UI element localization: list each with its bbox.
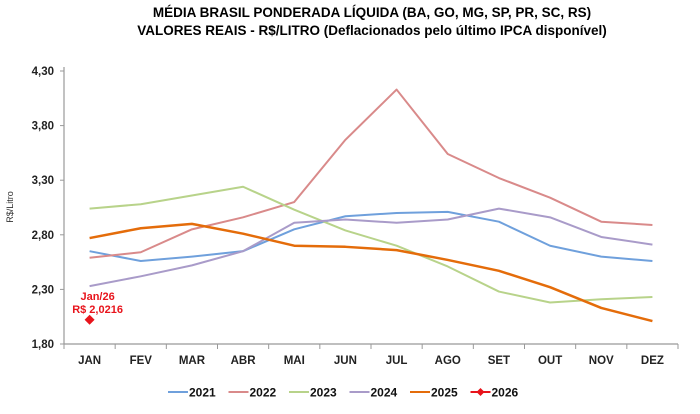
y-tick-label: 4,30 <box>32 66 54 78</box>
x-tick-label: MAR <box>179 355 206 367</box>
x-tick-label: JUL <box>386 355 408 367</box>
annotation-label: Jan/26 <box>80 291 114 303</box>
series-line-2022 <box>90 90 653 258</box>
x-tick-label: MAI <box>284 355 305 367</box>
data-point-2026 <box>85 315 95 325</box>
series-line-2023 <box>90 187 653 303</box>
x-tick-label: JUN <box>334 355 357 367</box>
legend-label: 2021 <box>189 386 216 400</box>
chart-title: MÉDIA BRASIL PONDERADA LÍQUIDA (BA, GO, … <box>153 5 591 20</box>
legend-item-2021: 2021 <box>168 386 216 400</box>
legend-label: 2025 <box>431 386 458 400</box>
x-tick-label: JAN <box>78 355 101 367</box>
legend-label: 2023 <box>310 386 337 400</box>
chart-subtitle: VALORES REAIS - R$/LITRO (Deflacionados … <box>137 23 607 38</box>
legend-item-2024: 2024 <box>350 386 398 400</box>
series-2022 <box>89 89 652 257</box>
series-group <box>85 89 653 324</box>
y-axis-label: R$/Litro <box>5 191 15 223</box>
x-tick-label: DEZ <box>641 355 664 367</box>
x-tick-label: FEV <box>130 355 153 367</box>
legend-item-2025: 2025 <box>410 386 458 400</box>
series-2023 <box>89 187 652 303</box>
legend-label: 2026 <box>492 386 519 400</box>
legend-label: 2022 <box>250 386 277 400</box>
x-tick-label: SET <box>488 355 510 367</box>
annotations: Jan/26R$ 2,0216 <box>72 291 123 316</box>
legend-label: 2024 <box>371 386 398 400</box>
x-tick-label: NOV <box>589 355 614 367</box>
y-tick-label: 2,30 <box>32 284 54 296</box>
y-tick-label: 3,80 <box>32 121 54 133</box>
x-tick-label: OUT <box>538 355 562 367</box>
x-tick-label: ABR <box>231 355 257 367</box>
legend-item-2022: 2022 <box>229 386 277 400</box>
series-2026 <box>85 315 95 325</box>
legend-item-2023: 2023 <box>289 386 337 400</box>
y-tick-label: 3,30 <box>32 175 54 187</box>
annotation-label: R$ 2,0216 <box>72 304 123 316</box>
legend: 2021 2022 2023 2024 2025 2026 <box>168 386 519 400</box>
legend-item-2026: 2026 <box>471 386 519 400</box>
legend-marker <box>477 388 485 396</box>
y-tick-label: 2,80 <box>32 230 54 242</box>
x-tick-label: AGO <box>435 355 461 367</box>
y-tick-label: 1,80 <box>32 339 54 351</box>
